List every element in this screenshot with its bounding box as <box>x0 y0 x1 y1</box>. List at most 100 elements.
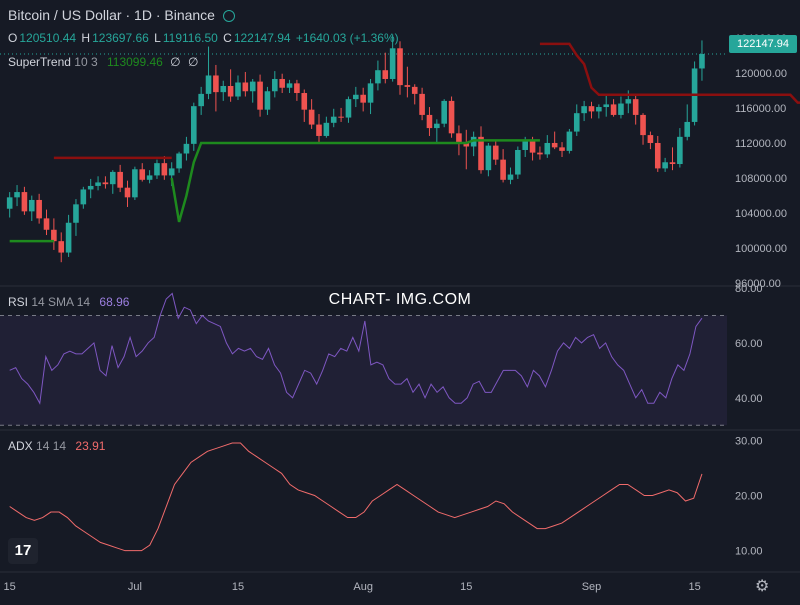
candle-body <box>249 81 256 92</box>
candle-body <box>441 100 447 124</box>
open-value: 120510.44 <box>19 31 77 45</box>
candle-body <box>529 140 536 153</box>
candle-body <box>551 142 558 148</box>
supertrend-line-up <box>170 139 540 223</box>
candle-body <box>109 171 116 185</box>
supertrend-value: 113099.46 <box>106 55 163 69</box>
candle-body <box>338 116 344 118</box>
candle-body <box>323 122 330 136</box>
watermark: CHART- IMG.COM <box>328 291 472 308</box>
rsi-legend[interactable]: RSI 14 SMA 14 68.96 <box>8 295 129 309</box>
candle-body <box>316 124 322 136</box>
candle-body <box>213 75 219 93</box>
candle-body <box>596 107 602 112</box>
candle-body <box>28 199 35 212</box>
tradingview-logo-icon[interactable]: 17 <box>8 538 38 564</box>
open-label: O <box>8 31 18 45</box>
candle-body <box>426 114 433 129</box>
price-axis-tick-label: 104000.00 <box>735 208 787 220</box>
candle-body <box>65 222 72 253</box>
ohlc-row: O 120510.44 H 123697.66 L 119116.50 C 122147… <box>8 31 401 45</box>
high-value: 123697.66 <box>92 31 149 45</box>
candle-body <box>286 83 293 88</box>
price-axis-tick-label: 108000.00 <box>735 173 787 185</box>
candle-body <box>492 145 499 160</box>
candle-body <box>264 91 271 110</box>
candle-body <box>14 192 20 198</box>
low-value: 119116.50 <box>162 31 218 45</box>
time-axis-tick-label: Jul <box>128 581 142 593</box>
candle-body <box>227 85 234 97</box>
candle-body <box>242 82 249 92</box>
low-label: L <box>154 31 161 45</box>
time-axis-tick-label: 15 <box>4 581 16 593</box>
adx-axis-tick-label: 10.00 <box>735 546 763 558</box>
candle-body <box>205 75 212 94</box>
candle-body <box>544 142 551 155</box>
candle-body <box>279 78 285 88</box>
candle-body <box>330 116 337 123</box>
candle-body <box>485 145 492 171</box>
rsi-axis-tick-label: 40.00 <box>735 393 763 405</box>
supertrend-label: SuperTrend <box>8 55 71 69</box>
candle-body <box>419 93 425 115</box>
close-label: C <box>223 31 232 45</box>
adx-label: ADX <box>8 439 33 453</box>
candle-body <box>456 133 462 143</box>
candle-body <box>117 171 123 188</box>
supertrend-line-down <box>539 42 800 104</box>
candle-body <box>161 163 168 176</box>
price-axis-tick-label: 112000.00 <box>735 138 786 150</box>
high-label: H <box>81 31 91 45</box>
candle-body <box>640 114 646 136</box>
candle-body <box>132 169 138 198</box>
candle-body <box>80 189 87 205</box>
candle-body <box>257 81 263 110</box>
market-status-icon <box>222 10 235 23</box>
close-value: 122147.94 <box>233 31 291 45</box>
candle-body <box>537 152 543 155</box>
candle-body <box>146 175 153 180</box>
adx-legend[interactable]: ADX 14 14 23.91 <box>8 439 105 453</box>
rsi-axis-tick-label: 60.00 <box>735 338 763 350</box>
symbol-title[interactable]: Bitcoin / US Dollar · 1D · Binance <box>8 7 215 23</box>
candle-body <box>566 131 573 151</box>
candle-body <box>51 229 57 242</box>
candle-body <box>647 135 654 143</box>
candle-body <box>559 147 565 151</box>
candle-body <box>684 121 691 137</box>
adx-params: 14 14 <box>36 439 67 453</box>
adx-line <box>9 442 703 552</box>
candle-body <box>36 199 42 219</box>
time-axis-tick-label: Aug <box>353 581 373 593</box>
candle-body <box>124 187 131 198</box>
candle-body <box>367 83 374 103</box>
candle-body <box>397 48 403 86</box>
candle-body <box>43 218 50 230</box>
time-axis-tick-label: Sep <box>582 581 602 593</box>
rsi-band-fill <box>0 315 727 426</box>
supertrend-empty-2: ∅ <box>187 55 199 69</box>
candle-body <box>699 54 705 69</box>
candle-body <box>21 192 28 212</box>
candle-body <box>294 83 300 94</box>
candle-body <box>308 109 315 125</box>
candle-body <box>632 99 639 115</box>
candle-body <box>677 136 683 165</box>
candle-body <box>168 168 175 176</box>
adx-axis-tick-label: 20.00 <box>735 490 763 502</box>
candle-body <box>198 93 204 107</box>
candle-body <box>389 48 396 79</box>
supertrend-legend[interactable]: SuperTrend 10 3 113099.46 ∅ ∅ <box>8 55 198 69</box>
candle-body <box>220 85 227 93</box>
candle-body <box>73 204 79 223</box>
candle-body <box>272 78 278 92</box>
candle-body <box>588 106 595 112</box>
candle-body <box>618 103 624 115</box>
candle-body <box>404 85 411 87</box>
candle-body <box>154 163 160 176</box>
candle-body <box>448 100 455 134</box>
gear-icon[interactable]: ⚙ <box>755 578 770 595</box>
